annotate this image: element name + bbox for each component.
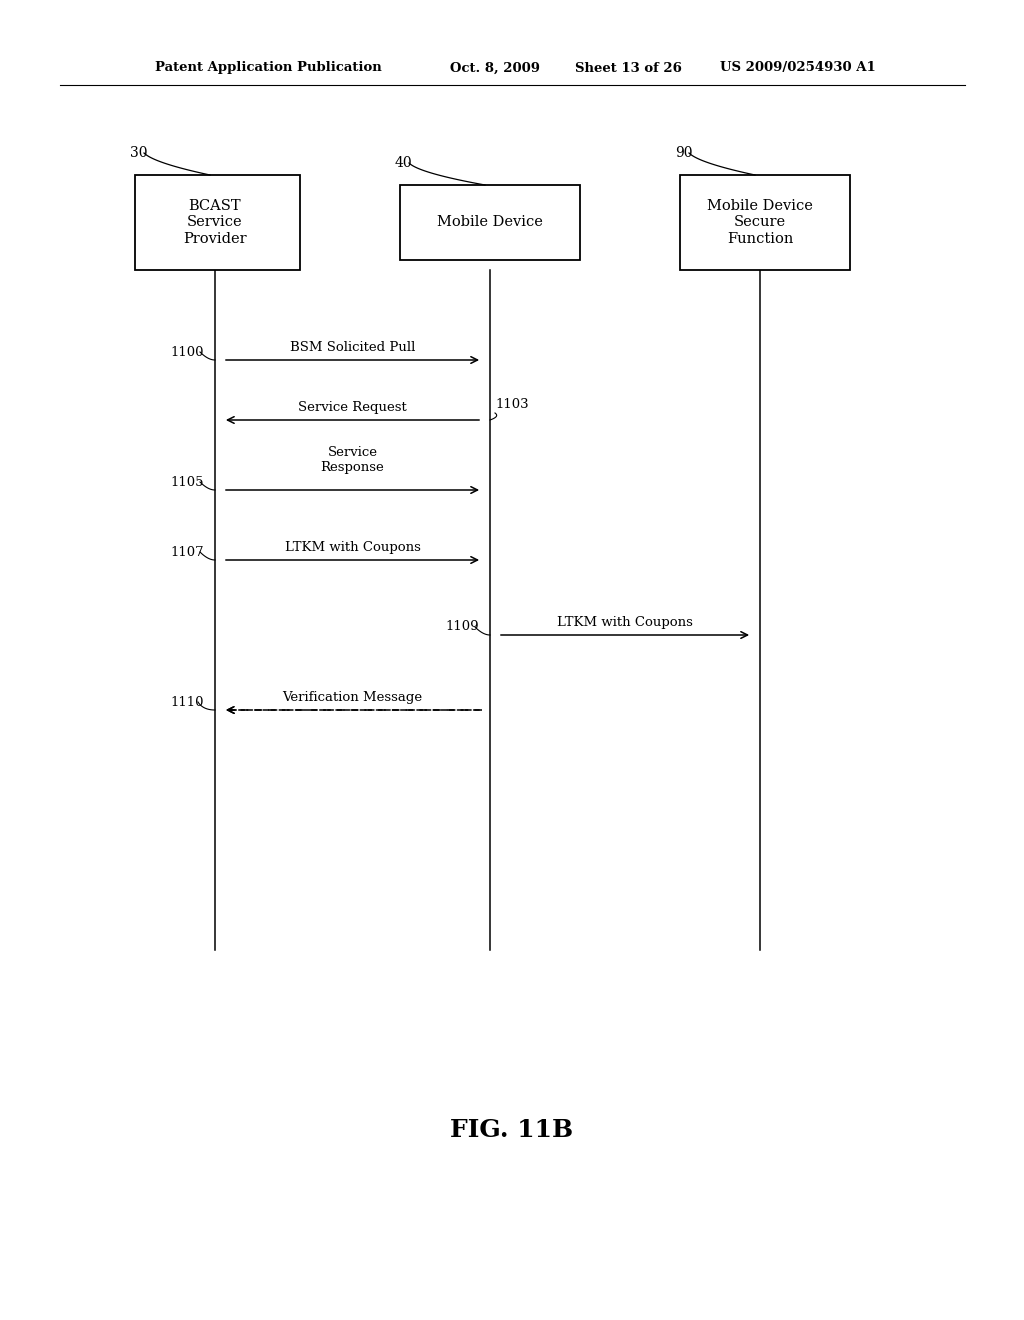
Text: LTKM with Coupons: LTKM with Coupons (285, 541, 421, 554)
Text: Mobile Device: Mobile Device (437, 215, 543, 230)
Text: 1109: 1109 (445, 620, 478, 634)
Bar (680, 176, 850, 271)
Text: 1110: 1110 (170, 696, 204, 709)
Bar (400, 185, 580, 260)
Text: 90: 90 (675, 147, 692, 160)
Text: 40: 40 (395, 156, 413, 170)
Text: BSM Solicited Pull: BSM Solicited Pull (290, 341, 415, 354)
Text: Sheet 13 of 26: Sheet 13 of 26 (575, 62, 682, 74)
Text: US 2009/0254930 A1: US 2009/0254930 A1 (720, 62, 876, 74)
Text: 1103: 1103 (495, 399, 528, 412)
Text: FIG. 11B: FIG. 11B (451, 1118, 573, 1142)
Text: Service
Response: Service Response (321, 446, 384, 474)
Text: LTKM with Coupons: LTKM with Coupons (557, 616, 693, 630)
Text: 1105: 1105 (170, 475, 204, 488)
Text: Oct. 8, 2009: Oct. 8, 2009 (450, 62, 540, 74)
Text: BCAST
Service
Provider: BCAST Service Provider (183, 199, 247, 246)
Text: Verification Message: Verification Message (283, 690, 423, 704)
Text: Patent Application Publication: Patent Application Publication (155, 62, 382, 74)
Bar (135, 176, 300, 271)
Text: 1107: 1107 (170, 545, 204, 558)
Text: 1100: 1100 (170, 346, 204, 359)
Text: Mobile Device
Secure
Function: Mobile Device Secure Function (707, 199, 813, 246)
Text: Service Request: Service Request (298, 401, 407, 414)
Text: 30: 30 (130, 147, 147, 160)
